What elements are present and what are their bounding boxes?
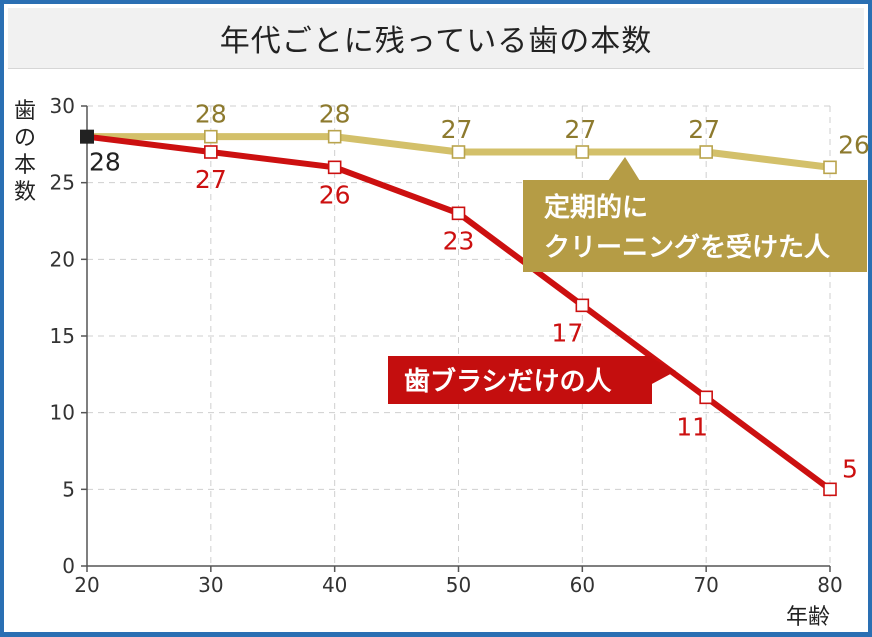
data-label: 26 bbox=[838, 130, 870, 159]
y-tick-label: 30 bbox=[50, 94, 75, 118]
legend-label-cleaning: 定期的に bbox=[544, 192, 648, 223]
y-axis-label: 本 bbox=[14, 153, 36, 178]
legend-label-cleaning: クリーニングを受けた人 bbox=[544, 232, 830, 263]
data-label: 5 bbox=[842, 454, 858, 483]
data-point bbox=[575, 145, 590, 159]
x-axis-label: 年齢 bbox=[786, 605, 830, 630]
y-tick-label: 20 bbox=[50, 247, 75, 271]
data-point bbox=[204, 129, 218, 144]
data-label: 27 bbox=[688, 115, 720, 144]
x-tick-label: 60 bbox=[570, 573, 595, 597]
y-tick-label: 15 bbox=[50, 324, 75, 348]
data-point bbox=[327, 160, 342, 175]
y-axis-label: 数 bbox=[14, 180, 36, 205]
data-label: 27 bbox=[441, 115, 473, 144]
y-tick-label: 25 bbox=[50, 171, 75, 195]
data-point bbox=[327, 129, 342, 144]
x-tick-label: 20 bbox=[74, 573, 99, 597]
data-point bbox=[451, 206, 466, 221]
data-point bbox=[451, 145, 466, 159]
data-point bbox=[699, 390, 713, 405]
data-label: 27 bbox=[195, 165, 227, 194]
x-tick-label: 80 bbox=[817, 573, 842, 597]
start-point bbox=[80, 129, 94, 144]
data-label: 28 bbox=[195, 100, 227, 129]
legend-label-brush-only: 歯ブラシだけの人 bbox=[404, 366, 611, 397]
y-axis-label: 歯 bbox=[14, 99, 36, 124]
data-point bbox=[204, 145, 218, 159]
legend-box-brush-only bbox=[388, 356, 652, 404]
x-tick-label: 30 bbox=[198, 573, 223, 597]
data-point bbox=[823, 482, 837, 497]
x-tick-label: 50 bbox=[446, 573, 471, 597]
data-point bbox=[575, 298, 590, 313]
y-axis-label: の bbox=[14, 126, 36, 151]
data-label: 27 bbox=[564, 115, 596, 144]
chart-title-box: 年代ごとに残っている歯の本数 bbox=[8, 8, 864, 69]
x-tick-label: 70 bbox=[693, 573, 718, 597]
legend-pointer-cleaning bbox=[608, 157, 640, 181]
y-tick-label: 0 bbox=[62, 554, 75, 578]
data-label: 28 bbox=[319, 100, 351, 129]
data-label: 11 bbox=[676, 412, 708, 441]
data-point bbox=[699, 145, 713, 159]
data-label: 23 bbox=[443, 226, 475, 255]
start-point-label: 28 bbox=[89, 148, 121, 177]
legend-pointer-brush-only bbox=[650, 357, 676, 385]
y-tick-label: 5 bbox=[62, 477, 75, 501]
chart-frame: 年代ごとに残っている歯の本数 bbox=[4, 4, 868, 632]
data-label: 17 bbox=[551, 318, 583, 347]
chart-title: 年代ごとに残っている歯の本数 bbox=[219, 24, 653, 59]
y-tick-label: 10 bbox=[50, 401, 75, 425]
x-tick-label: 40 bbox=[322, 573, 347, 597]
data-label: 26 bbox=[319, 180, 351, 209]
legend-box-cleaning bbox=[523, 180, 867, 272]
data-point bbox=[823, 160, 837, 175]
